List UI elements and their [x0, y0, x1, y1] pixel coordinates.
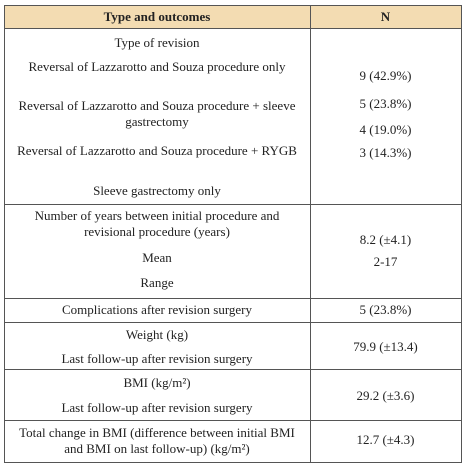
row-label: Last follow-up after revision surgery	[61, 351, 253, 366]
row-value: 29.2 (±3.6)	[356, 388, 415, 403]
row-value: 79.9 (±13.4)	[353, 339, 418, 354]
header-cell: Type and outcomes	[103, 9, 211, 24]
row-border	[4, 420, 462, 421]
row-label: Reversal of Lazzarotto and Souza procedu…	[28, 59, 286, 74]
row-label: Sleeve gastrectomy only	[93, 183, 221, 198]
row-border	[4, 28, 462, 29]
row-label: Last follow-up after revision surgery	[61, 400, 253, 415]
row-border	[4, 369, 462, 370]
column-border	[461, 5, 462, 463]
row-label: BMI (kg/m²)	[123, 375, 191, 390]
row-label: Reversal of Lazzarotto and Souza procedu…	[18, 98, 296, 129]
column-border	[310, 5, 311, 463]
row-label: Number of years between initial procedur…	[34, 208, 280, 239]
header-row	[4, 5, 462, 28]
row-border	[4, 5, 462, 6]
row-border	[4, 462, 462, 463]
row-value: 5 (23.8%)	[359, 96, 412, 111]
row-value: 12.7 (±4.3)	[356, 432, 415, 447]
row-label: Range	[140, 275, 174, 290]
row-border	[4, 298, 462, 299]
row-value: 2-17	[373, 254, 398, 269]
row-label: Weight (kg)	[125, 327, 189, 342]
row-value: 3 (14.3%)	[359, 145, 412, 160]
row-value: 5 (23.8%)	[359, 302, 412, 317]
row-border	[4, 322, 462, 323]
row-label: Type of revision	[114, 35, 200, 50]
row-label: Mean	[142, 250, 172, 265]
column-border	[4, 5, 5, 463]
row-value: 9 (42.9%)	[359, 68, 412, 83]
row-border	[4, 204, 462, 205]
row-label: Complications after revision surgery	[61, 302, 253, 317]
row-label: Total change in BMI (difference between …	[19, 425, 295, 456]
row-value: 4 (19.0%)	[359, 122, 412, 137]
row-value: 8.2 (±4.1)	[359, 232, 412, 247]
row-label: Reversal of Lazzarotto and Souza procedu…	[17, 143, 297, 158]
header-cell: N	[380, 9, 391, 24]
